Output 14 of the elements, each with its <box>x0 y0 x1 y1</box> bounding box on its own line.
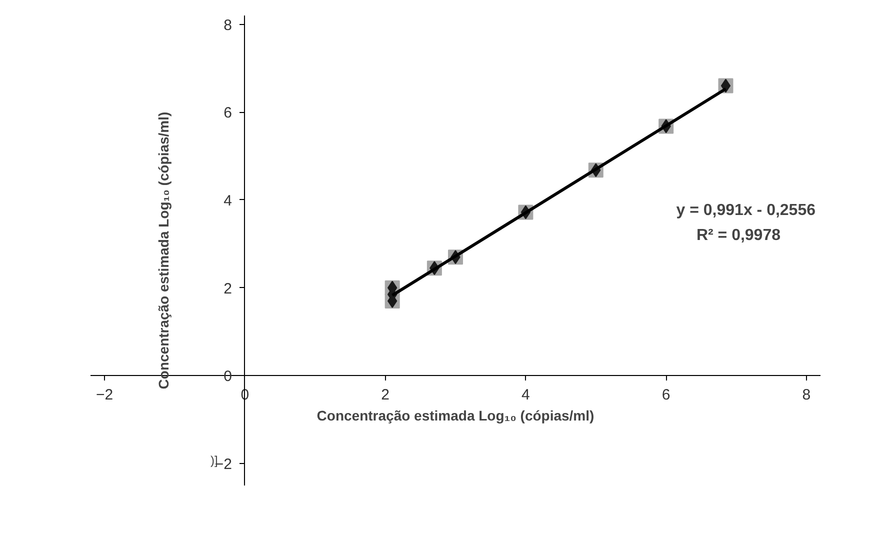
x-tick-label: 6 <box>662 386 670 404</box>
x-tick-label: 8 <box>802 386 811 404</box>
annotation: y = 0,991x - 0,2556 <box>676 202 816 219</box>
x-tick-label: 4 <box>522 386 530 404</box>
y-tick-label: 4 <box>224 192 232 210</box>
x-axis-title: Concentração estimada Log₁₀ (cópias/ml) <box>316 408 594 424</box>
x-tick-label: 2 <box>381 386 390 404</box>
y-axis-title: Concentração estimada Log₁₀ (cópias/ml) <box>155 112 172 390</box>
x-tick-label: −2 <box>96 386 114 404</box>
annotation: )] <box>210 454 218 468</box>
y-tick-label: 2 <box>224 280 232 298</box>
y-tick-label: 6 <box>224 104 232 122</box>
y-tick-label: 8 <box>224 16 232 34</box>
annotation: R² = 0,9978 <box>696 227 781 244</box>
